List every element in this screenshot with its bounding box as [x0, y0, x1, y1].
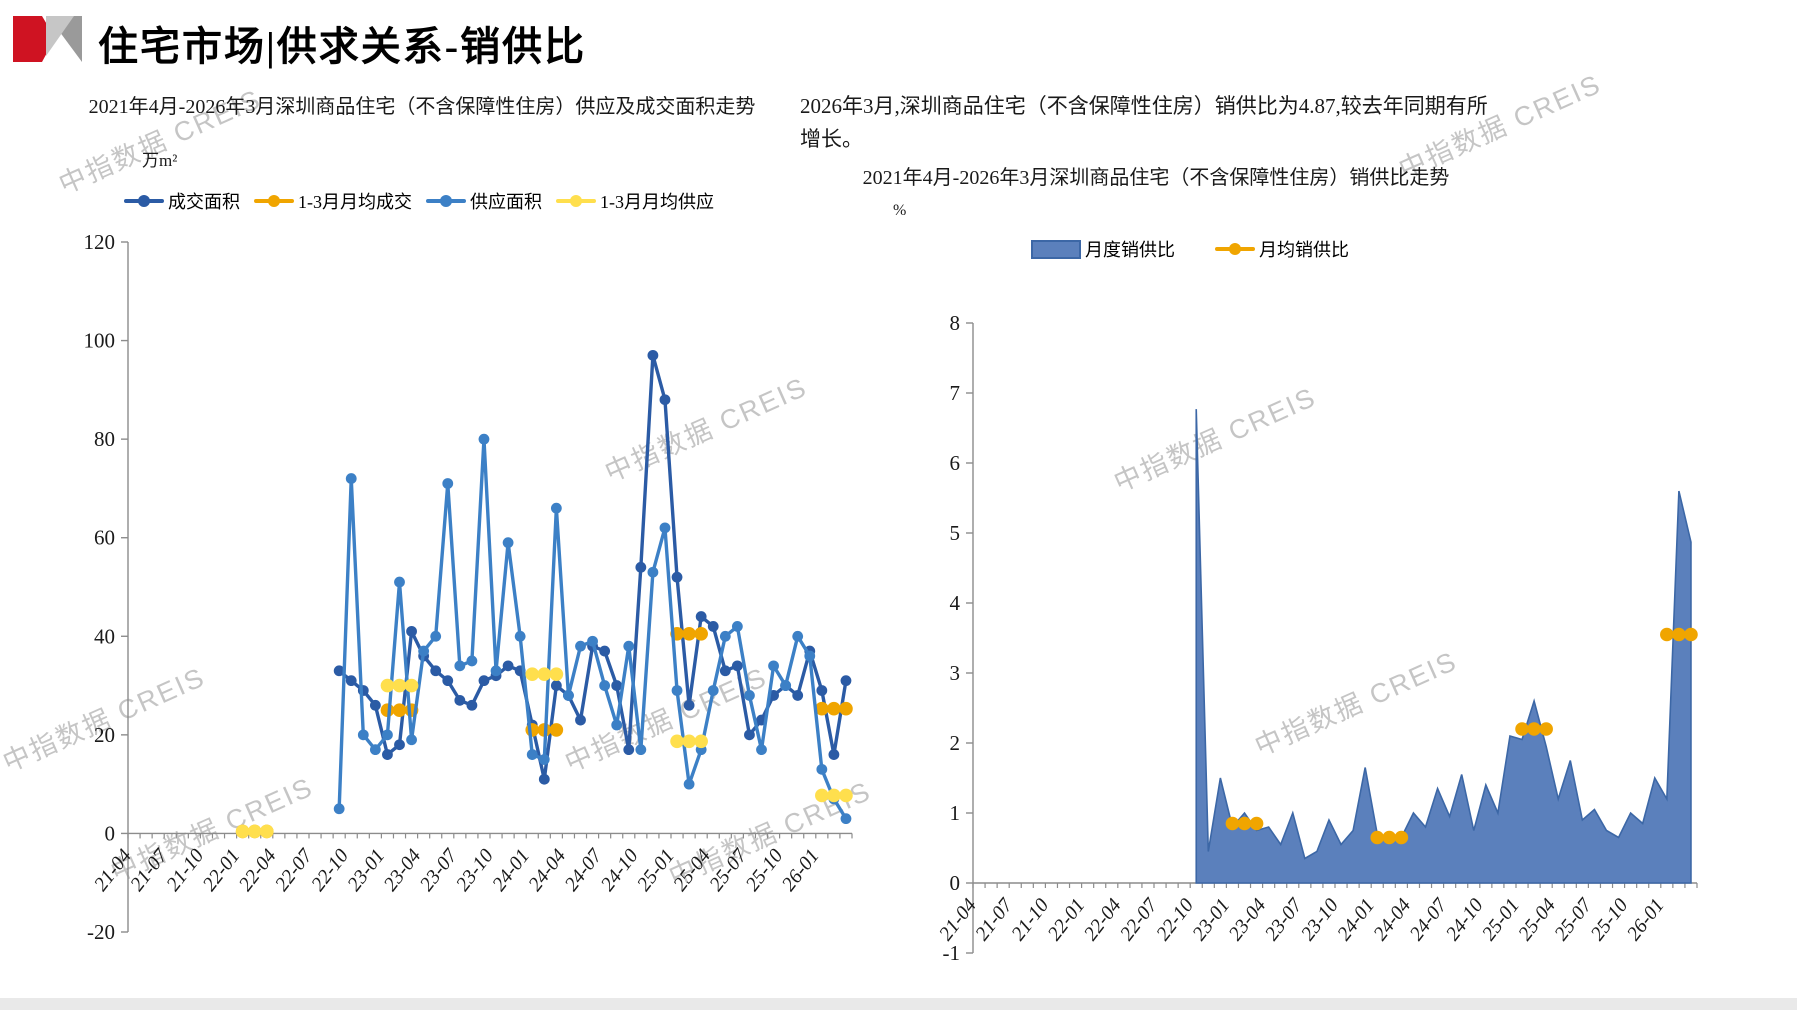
legend-area-swatch-icon — [1031, 239, 1081, 259]
left-chart-title: 2021年4月-2026年3月深圳商品住宅（不含保障性住房）供应及成交面积走势 — [88, 96, 756, 118]
legend-line-marker-icon — [556, 194, 596, 208]
svg-text:22-04: 22-04 — [235, 845, 281, 895]
legend-label: 供应面积 — [470, 192, 542, 212]
svg-text:26-01: 26-01 — [1623, 895, 1669, 945]
svg-text:22-07: 22-07 — [271, 844, 318, 895]
svg-text:24-01: 24-01 — [488, 845, 534, 895]
svg-text:25-04: 25-04 — [669, 845, 715, 895]
svg-text:-20: -20 — [87, 920, 115, 944]
svg-text:0: 0 — [105, 821, 116, 845]
svg-text:25-07: 25-07 — [1550, 894, 1597, 945]
left-chart-canvas: 120100806040200-2021-0421-0721-1022-0122… — [84, 230, 853, 944]
svg-text:22-04: 22-04 — [1080, 895, 1126, 945]
svg-text:25-07: 25-07 — [705, 844, 752, 895]
legend-item-月度销供比: 月度销供比 — [1031, 236, 1175, 262]
svg-text:-1: -1 — [943, 941, 961, 965]
right-chart-canvas: 8 7 6 5 4 3 2 1 0 -121-0421-0721-1022-0122-0422-0… — [935, 311, 1698, 965]
svg-text:24-10: 24-10 — [597, 845, 643, 895]
legend-item-1-3月月均成交: 1-3月月均成交 — [254, 188, 412, 214]
svg-text:24-04: 24-04 — [1369, 895, 1415, 945]
left-chart-legend: 成交面积 1-3月月均成交 供应面积 1-3月月均供应 — [66, 188, 772, 214]
svg-text:25-10: 25-10 — [741, 845, 787, 895]
legend-item-成交面积: 成交面积 — [124, 188, 240, 214]
legend-line-marker-icon — [124, 194, 164, 208]
svg-text:22-10: 22-10 — [307, 845, 353, 895]
svg-text:21-07: 21-07 — [126, 844, 173, 895]
svg-text:25-10: 25-10 — [1586, 895, 1632, 945]
svg-text:23-10: 23-10 — [452, 845, 498, 895]
svg-text:23-07: 23-07 — [416, 844, 463, 895]
svg-text:26-01: 26-01 — [778, 845, 824, 895]
svg-text:22-10: 22-10 — [1152, 895, 1198, 945]
svg-text:24-01: 24-01 — [1333, 895, 1379, 945]
svg-text:25-04: 25-04 — [1514, 895, 1560, 945]
svg-text:24-10: 24-10 — [1442, 895, 1488, 945]
svg-text:22-07: 22-07 — [1116, 894, 1163, 945]
legend-label: 月均销供比 — [1259, 240, 1349, 260]
svg-text:21-07: 21-07 — [971, 894, 1018, 945]
svg-text:23-01: 23-01 — [1188, 895, 1234, 945]
legend-item-供应面积: 供应面积 — [426, 188, 542, 214]
svg-text:24-07: 24-07 — [560, 844, 607, 895]
svg-text:25-01: 25-01 — [633, 845, 679, 895]
svg-text:1: 1 — [950, 801, 961, 825]
svg-text:22-01: 22-01 — [1043, 895, 1089, 945]
svg-text:23-07: 23-07 — [1261, 894, 1308, 945]
legend-label: 1-3月月均供应 — [600, 192, 714, 212]
creis-logo-icon — [13, 16, 82, 62]
legend-line-marker-icon — [1215, 242, 1255, 256]
legend-item-月均销供比: 月均销供比 — [1215, 236, 1349, 262]
svg-text:0: 0 — [950, 871, 961, 895]
legend-label: 月度销供比 — [1085, 240, 1175, 260]
svg-text:100: 100 — [84, 329, 116, 353]
legend-label: 1-3月月均成交 — [298, 192, 412, 212]
svg-text:24-07: 24-07 — [1405, 894, 1452, 945]
right-chart-title: 2021年4月-2026年3月深圳商品住宅（不含保障性住房）销供比走势 — [862, 167, 1450, 189]
svg-text:2: 2 — [950, 731, 961, 755]
svg-text:22-01: 22-01 — [198, 845, 244, 895]
svg-text:20: 20 — [94, 723, 115, 747]
svg-text:21-04: 21-04 — [935, 895, 981, 945]
footer-bar — [0, 998, 1797, 1010]
svg-text:23-01: 23-01 — [343, 845, 389, 895]
right-chart-unit-label: % — [893, 202, 907, 219]
svg-text:8: 8 — [950, 311, 961, 335]
svg-text:21-10: 21-10 — [1007, 895, 1053, 945]
page-title: 住宅市场|供求关系-销供比 — [98, 24, 587, 69]
svg-text:120: 120 — [84, 230, 116, 254]
svg-text:21-10: 21-10 — [162, 845, 208, 895]
svg-text:23-04: 23-04 — [1224, 895, 1270, 945]
right-summary-text: 2026年3月,深圳商品住宅（不含保障性住房）销供比为4.87,较去年同期有所增… — [800, 94, 1488, 151]
legend-item-1-3月月均供应: 1-3月月均供应 — [556, 188, 714, 214]
svg-text:60: 60 — [94, 526, 115, 550]
svg-text:23-04: 23-04 — [379, 845, 425, 895]
svg-text:25-01: 25-01 — [1478, 895, 1524, 945]
svg-text:80: 80 — [94, 427, 115, 451]
svg-text:5: 5 — [950, 521, 961, 545]
svg-text:6: 6 — [950, 451, 961, 475]
legend-line-marker-icon — [254, 194, 294, 208]
svg-text:23-10: 23-10 — [1297, 895, 1343, 945]
legend-label: 成交面积 — [168, 192, 240, 212]
svg-text:21-04: 21-04 — [90, 845, 136, 895]
svg-text:4: 4 — [950, 591, 961, 615]
right-chart-legend: 月度销供比 月均销供比 — [930, 236, 1450, 262]
svg-text:40: 40 — [94, 624, 115, 648]
svg-text:7: 7 — [950, 381, 961, 405]
left-chart-unit-label: 万m² — [142, 151, 178, 170]
svg-text:24-04: 24-04 — [524, 845, 570, 895]
legend-line-marker-icon — [426, 194, 466, 208]
svg-text:3: 3 — [950, 661, 961, 685]
